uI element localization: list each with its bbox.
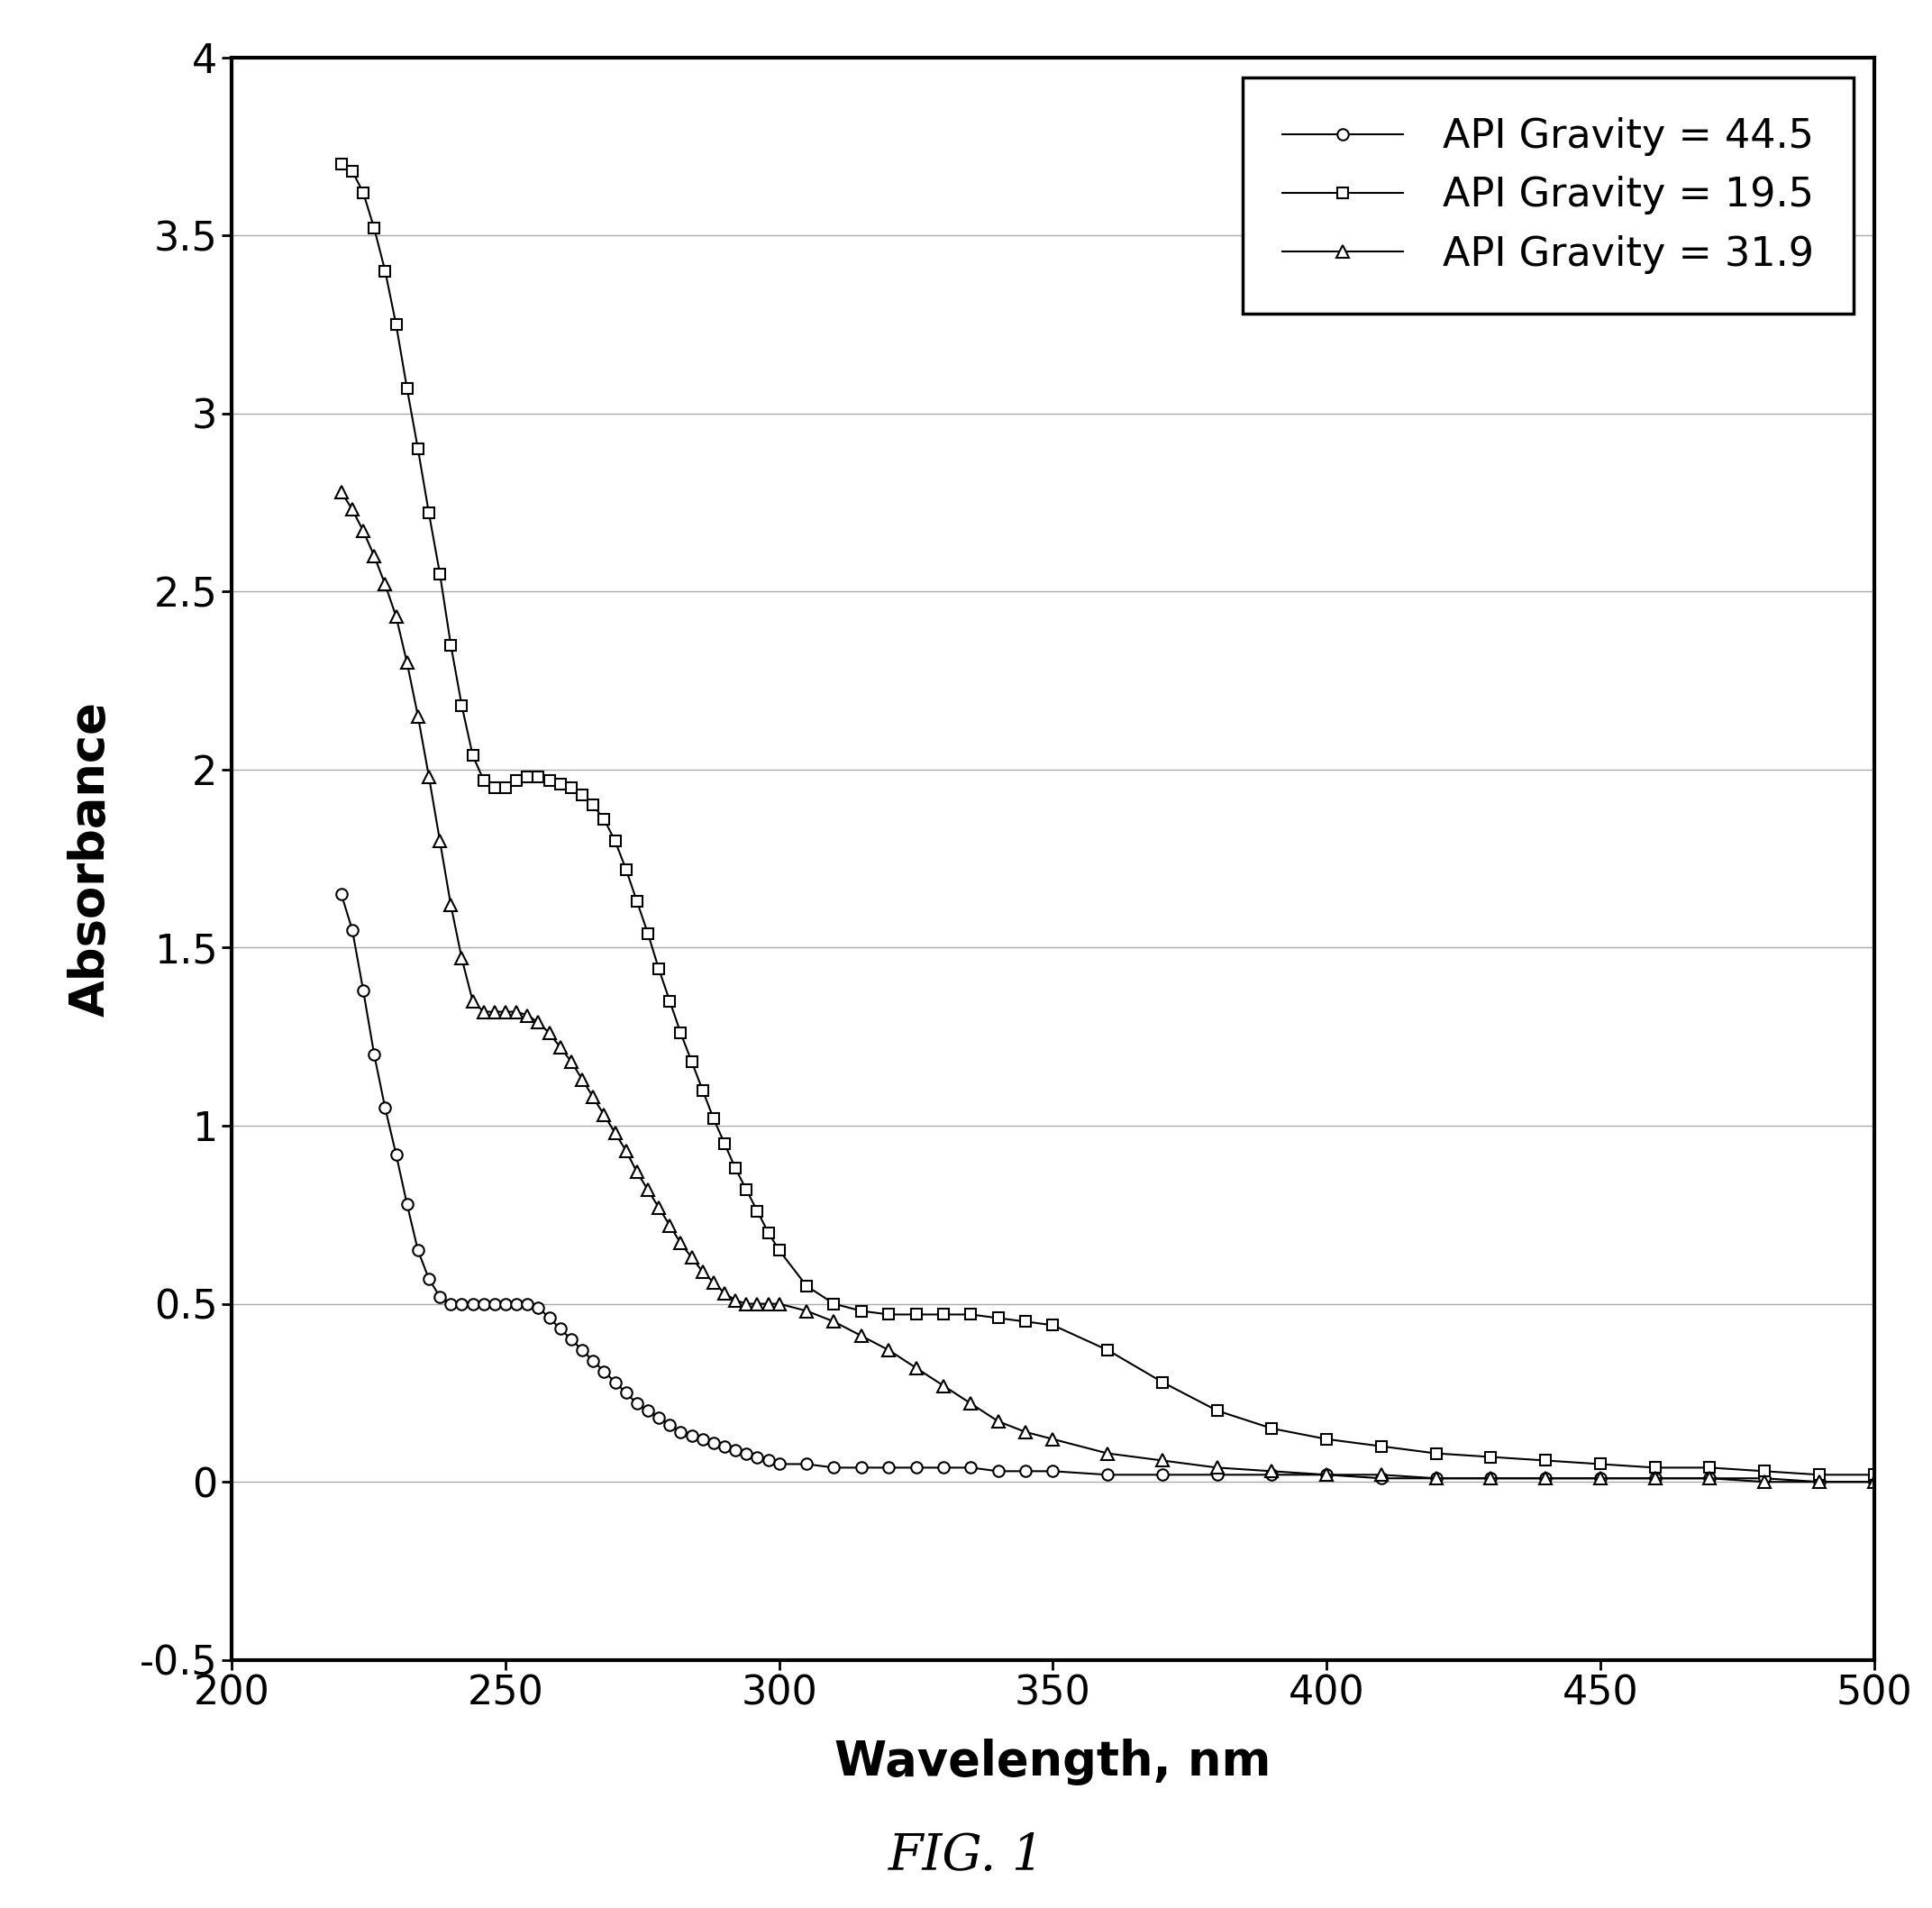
X-axis label: Wavelength, nm: Wavelength, nm — [835, 1738, 1271, 1786]
API Gravity = 19.5 — [384, 313, 408, 336]
Legend: API Gravity = 44.5, API Gravity = 19.5, API Gravity = 31.9: API Gravity = 44.5, API Gravity = 19.5, … — [1242, 76, 1855, 313]
API Gravity = 44.5 — [1588, 1467, 1611, 1490]
API Gravity = 19.5 — [1808, 1463, 1832, 1486]
API Gravity = 44.5 — [549, 1317, 572, 1339]
API Gravity = 31.9 — [384, 605, 408, 628]
API Gravity = 44.5 — [1862, 1471, 1886, 1494]
API Gravity = 44.5 — [1095, 1463, 1119, 1486]
Line: API Gravity = 44.5: API Gravity = 44.5 — [336, 889, 1880, 1488]
API Gravity = 31.9 — [549, 1036, 572, 1059]
API Gravity = 19.5 — [504, 769, 527, 792]
API Gravity = 44.5 — [1808, 1471, 1832, 1494]
API Gravity = 44.5 — [330, 883, 354, 906]
API Gravity = 19.5 — [636, 922, 659, 944]
Line: API Gravity = 19.5: API Gravity = 19.5 — [336, 158, 1880, 1481]
API Gravity = 31.9 — [1862, 1471, 1886, 1494]
Text: FIG. 1: FIG. 1 — [889, 1832, 1043, 1881]
API Gravity = 19.5 — [549, 773, 572, 796]
API Gravity = 19.5 — [330, 153, 354, 176]
API Gravity = 31.9 — [1752, 1471, 1776, 1494]
API Gravity = 19.5 — [1588, 1452, 1611, 1475]
API Gravity = 31.9 — [504, 1000, 527, 1023]
API Gravity = 19.5 — [1095, 1339, 1119, 1362]
API Gravity = 31.9 — [330, 481, 354, 504]
API Gravity = 44.5 — [504, 1292, 527, 1315]
API Gravity = 44.5 — [384, 1143, 408, 1166]
Y-axis label: Absorbance: Absorbance — [68, 700, 114, 1017]
API Gravity = 31.9 — [1095, 1442, 1119, 1465]
Line: API Gravity = 31.9: API Gravity = 31.9 — [334, 485, 1880, 1488]
API Gravity = 31.9 — [1588, 1467, 1611, 1490]
API Gravity = 44.5 — [636, 1399, 659, 1421]
API Gravity = 31.9 — [636, 1179, 659, 1202]
API Gravity = 19.5 — [1862, 1463, 1886, 1486]
